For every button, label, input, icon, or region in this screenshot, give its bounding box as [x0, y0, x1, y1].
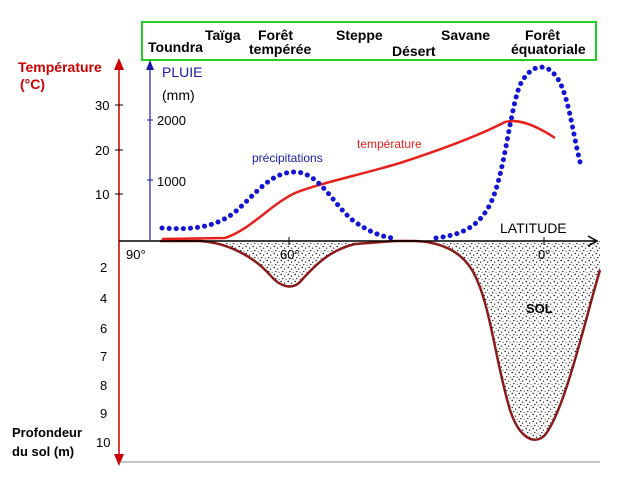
temperature-axis-label-2: (°C) [20, 76, 45, 92]
temperature-axis-arrow-up [114, 58, 124, 70]
rain-tick-2000: 2000 [157, 113, 186, 128]
temperature-curve [161, 119, 556, 241]
biome-savane: Savane [441, 27, 490, 43]
biome-frame [141, 21, 597, 61]
depth-tick-6: 6 [100, 321, 107, 336]
biome-foret-temperee-2: tempérée [249, 41, 311, 57]
depth-tick-9: 9 [100, 406, 107, 421]
depth-axis-arrow-down [114, 454, 124, 466]
depth-tick-2: 2 [100, 260, 107, 275]
depth-ticks: 2 4 6 7 8 9 10 [96, 260, 110, 450]
biome-foret-temperee-1: Forêt [258, 27, 293, 43]
latitude-axis-arrow [587, 235, 599, 247]
temp-tick-20: 20 [95, 143, 109, 158]
latitude-ticks: 90° 60° 0° [126, 237, 550, 262]
precipitation-label: précipitations [252, 151, 323, 165]
biome-steppe: Steppe [336, 27, 383, 43]
biome-toundra: Toundra [148, 39, 203, 55]
precipitation-curve-right [433, 64, 583, 241]
soil-outline [160, 239, 602, 441]
temp-tick-10: 10 [95, 187, 109, 202]
biome-foret-equatoriale-2: équatoriale [511, 41, 586, 57]
temp-tick-30: 30 [95, 98, 109, 113]
biome-labels: Toundra Taïga Forêt tempérée Steppe Dése… [148, 27, 586, 59]
temperature-label: température [357, 137, 422, 151]
temperature-axis-label-1: Température [18, 59, 102, 75]
precipitation-curve-left [159, 169, 395, 241]
depth-axis-label-2: du sol (m) [12, 444, 74, 459]
lat-tick-0: 0° [538, 247, 550, 262]
rain-axis-arrow [146, 60, 154, 70]
rain-axis-label-1: PLUIE [162, 64, 202, 80]
soil-area [160, 241, 600, 440]
lat-tick-60: 60° [280, 247, 300, 262]
rain-ticks: 2000 1000 [147, 113, 186, 189]
depth-tick-8: 8 [100, 378, 107, 393]
temperature-ticks: 30 20 10 [95, 98, 123, 202]
soil-label: SOL [526, 301, 553, 316]
depth-axis-label-1: Profondeur [12, 425, 82, 440]
biome-taiga: Taïga [205, 27, 241, 43]
biome-desert: Désert [392, 43, 436, 59]
depth-tick-7: 7 [100, 349, 107, 364]
depth-tick-10: 10 [96, 435, 110, 450]
rain-axis-label-2: (mm) [162, 87, 195, 103]
lat-tick-90: 90° [126, 247, 146, 262]
latitude-label: LATITUDE [500, 220, 567, 236]
depth-tick-4: 4 [100, 291, 107, 306]
biome-foret-equatoriale-1: Forêt [525, 27, 560, 43]
rain-tick-1000: 1000 [157, 174, 186, 189]
